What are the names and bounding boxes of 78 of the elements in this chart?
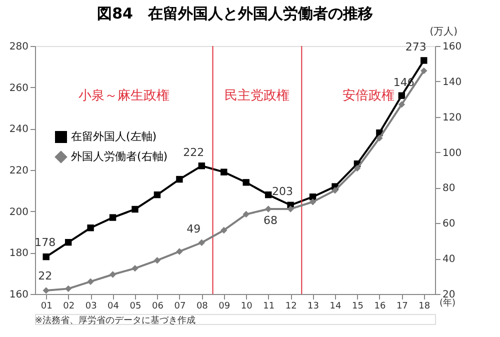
y2-tick-label: 40 — [442, 254, 456, 266]
point — [220, 168, 228, 176]
point — [287, 206, 294, 212]
chart-title: 図84 在留外国人と外国人労働者の推移 — [97, 4, 373, 22]
point — [42, 253, 50, 260]
y2-tick-label: 100 — [442, 148, 462, 159]
x-tick-label: 04 — [108, 302, 120, 312]
point — [376, 134, 383, 142]
point — [398, 101, 406, 108]
data-label: 68 — [264, 214, 278, 227]
annotation: 小泉～麻生政権 — [78, 88, 170, 104]
annotation: 民主党政権 — [224, 88, 290, 104]
point — [398, 92, 406, 99]
data-label: 203 — [272, 185, 294, 198]
x-tick-label: 12 — [285, 302, 297, 312]
point — [176, 248, 183, 255]
y2-tick-label: 160 — [442, 42, 462, 52]
x-tick-label: 07 — [174, 302, 186, 312]
y-tick-label: 240 — [9, 124, 28, 136]
point — [332, 187, 338, 194]
x-tick-label: 18 — [418, 302, 430, 312]
x-tick-label: 16 — [374, 302, 386, 312]
point — [109, 271, 116, 278]
point — [242, 179, 250, 186]
point — [264, 206, 272, 212]
x-tick-label: 01 — [40, 302, 52, 312]
data-label: 49 — [186, 222, 201, 236]
y2-tick-label: 120 — [442, 112, 462, 124]
y2-tick-label: 80 — [442, 183, 456, 194]
x-axis-title: (年) — [440, 298, 456, 308]
point — [420, 67, 428, 74]
legend-label: 外国人労働者(右軸) — [71, 150, 168, 163]
x-tick-label: 02 — [63, 302, 75, 312]
x-tick-label: 08 — [196, 302, 208, 312]
y-tick-label: 200 — [9, 206, 28, 218]
point — [309, 198, 316, 206]
x-tick-label: 06 — [152, 302, 164, 312]
data-label: 22 — [38, 269, 52, 282]
x-tick-label: 05 — [130, 302, 142, 312]
y-tick-label: 260 — [9, 82, 28, 94]
point — [87, 278, 94, 285]
point — [354, 164, 361, 172]
y2-axis-title: (万人) — [430, 26, 458, 38]
point — [154, 256, 161, 264]
point — [242, 210, 250, 218]
point — [264, 191, 272, 198]
x-tick-label: 14 — [330, 302, 342, 312]
point — [176, 176, 183, 183]
y-tick-label: 160 — [9, 290, 28, 300]
x-tick-label: 17 — [396, 302, 408, 312]
point — [154, 191, 161, 198]
point — [64, 285, 72, 292]
x-tick-label: 11 — [263, 302, 275, 312]
y-tick-label: 280 — [9, 42, 28, 52]
point — [220, 226, 228, 234]
text: ※法務省、厚労省のデータに基づき作成 — [35, 315, 196, 326]
y-tick-label: 220 — [9, 166, 28, 176]
point — [87, 224, 94, 232]
point — [132, 206, 138, 213]
point — [198, 162, 206, 170]
point — [42, 287, 50, 294]
data-label: 222 — [183, 146, 204, 159]
x-tick-label: 13 — [308, 302, 320, 312]
point — [64, 238, 72, 246]
x-tick-label: 10 — [240, 302, 253, 312]
x-tick-label: 15 — [352, 302, 364, 312]
legend-label: 在留外国人(左軸) — [71, 130, 157, 143]
y-tick-label: 180 — [9, 248, 28, 260]
data-label: 273 — [405, 40, 426, 54]
point — [420, 57, 428, 64]
point — [198, 239, 206, 246]
point — [132, 264, 138, 272]
y2-tick-label: 140 — [442, 76, 462, 88]
annotation: 安倍政権 — [342, 88, 394, 104]
y2-tick-label: 60 — [442, 218, 456, 230]
x-tick-label: 09 — [218, 302, 230, 312]
point — [109, 214, 116, 221]
x-tick-label: 03 — [85, 302, 97, 312]
